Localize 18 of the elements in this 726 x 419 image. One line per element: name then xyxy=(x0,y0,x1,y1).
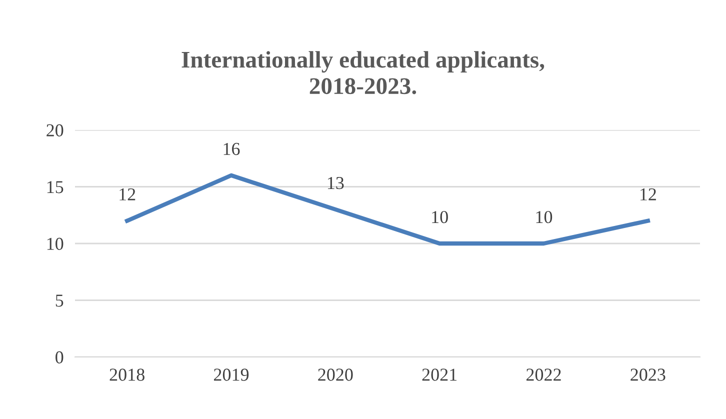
x-tick-label: 2020 xyxy=(318,368,353,381)
x-tick-label: 2021 xyxy=(422,368,457,381)
y-tick-label: 20 xyxy=(46,124,64,136)
y-tick-label: 10 xyxy=(47,238,64,250)
y-tick-label: 15 xyxy=(47,181,64,194)
data-label: 10 xyxy=(432,210,448,224)
data-label: 12 xyxy=(120,188,136,200)
chart-title: Internationally educated applicants, 2018-2023. xyxy=(182,51,544,94)
x-tick-label: 2019 xyxy=(214,368,249,381)
data-label: 10 xyxy=(536,210,552,224)
x-tick-label: 2018 xyxy=(110,368,144,381)
data-label: 13 xyxy=(328,176,344,190)
data-label: 12 xyxy=(640,188,656,200)
y-tick-label: 0 xyxy=(56,351,64,364)
y-tick-label: 5 xyxy=(56,294,64,307)
x-tick-label: 2023 xyxy=(630,368,666,381)
x-tick-label: 2022 xyxy=(526,368,561,381)
data-label: 16 xyxy=(224,142,240,156)
